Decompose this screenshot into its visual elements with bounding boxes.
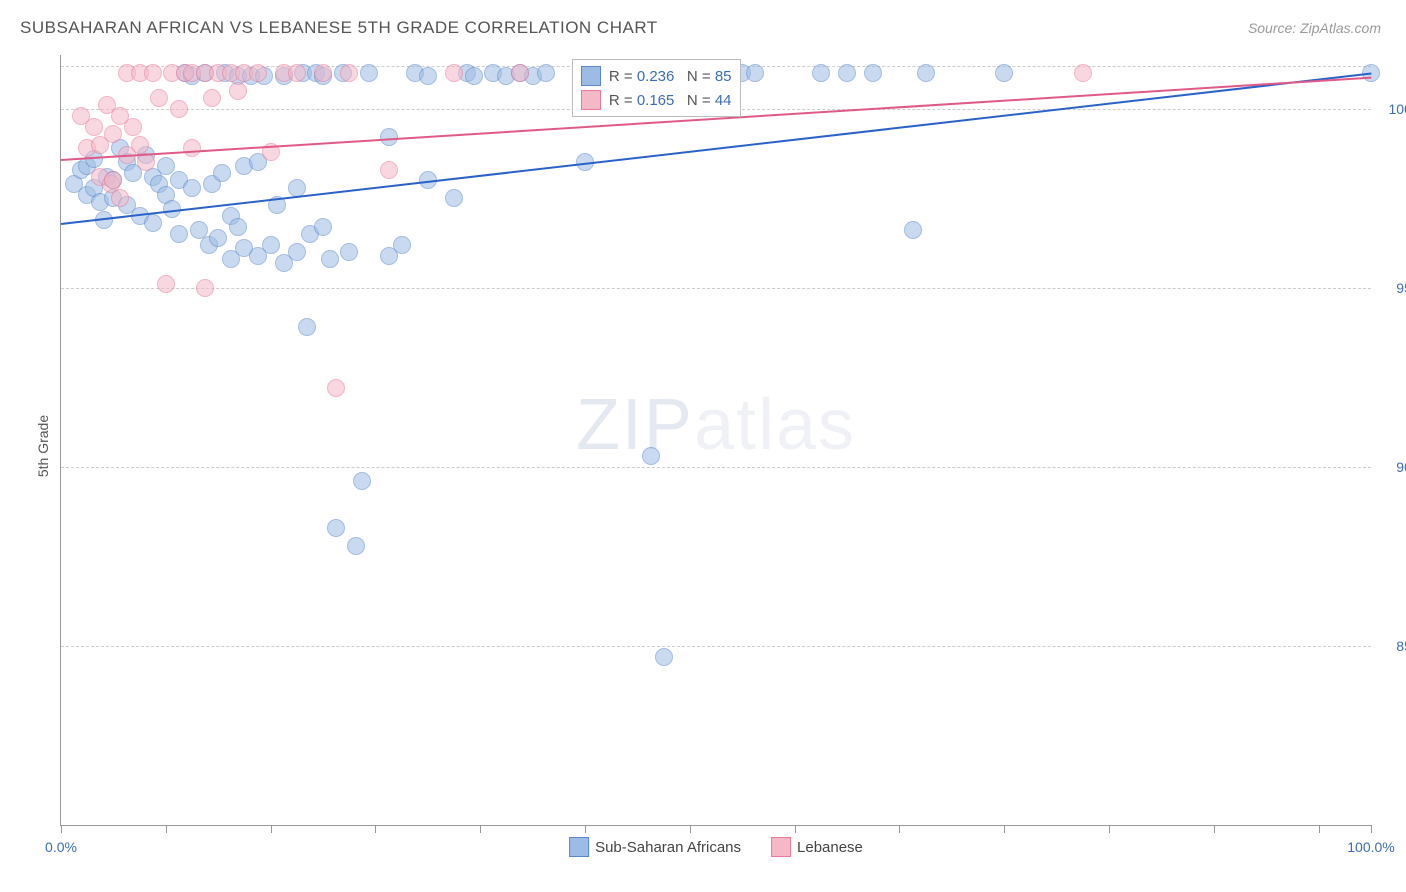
scatter-point — [746, 64, 764, 82]
scatter-point — [229, 218, 247, 236]
scatter-point — [655, 648, 673, 666]
x-tick — [690, 825, 691, 833]
scatter-point — [137, 153, 155, 171]
x-tick-label: 100.0% — [1347, 839, 1394, 855]
scatter-point — [288, 64, 306, 82]
scatter-point — [340, 243, 358, 261]
scatter-point — [170, 100, 188, 118]
scatter-point — [85, 118, 103, 136]
x-tick — [271, 825, 272, 833]
scatter-point — [327, 379, 345, 397]
scatter-point — [321, 250, 339, 268]
scatter-point — [314, 64, 332, 82]
scatter-point — [465, 67, 483, 85]
scatter-point — [104, 125, 122, 143]
scatter-point — [249, 64, 267, 82]
x-tick — [1319, 825, 1320, 833]
scatter-point — [327, 519, 345, 537]
scatter-point — [288, 243, 306, 261]
legend-item: Sub-Saharan Africans — [569, 837, 741, 857]
scatter-point — [150, 89, 168, 107]
scatter-point — [229, 82, 247, 100]
gridline — [61, 467, 1371, 468]
legend-swatch — [581, 90, 601, 110]
scatter-point — [104, 171, 122, 189]
y-tick-label: 85.0% — [1381, 638, 1406, 654]
scatter-point — [864, 64, 882, 82]
scatter-point — [347, 537, 365, 555]
gridline — [61, 646, 1371, 647]
scatter-point — [209, 229, 227, 247]
scatter-point — [445, 189, 463, 207]
scatter-point — [111, 189, 129, 207]
x-tick — [61, 825, 62, 833]
scatter-point — [838, 64, 856, 82]
legend-item: Lebanese — [771, 837, 863, 857]
legend-label: Lebanese — [797, 839, 863, 856]
legend-label: Sub-Saharan Africans — [595, 839, 741, 856]
chart-container: SUBSAHARAN AFRICAN VS LEBANESE 5TH GRADE… — [0, 0, 1406, 892]
scatter-point — [213, 164, 231, 182]
scatter-point — [393, 236, 411, 254]
scatter-point — [183, 139, 201, 157]
stats-text: R = 0.236 N = 85 — [609, 68, 732, 85]
scatter-point — [812, 64, 830, 82]
x-tick — [795, 825, 796, 833]
scatter-point — [360, 64, 378, 82]
x-tick — [1371, 825, 1372, 833]
y-tick-label: 90.0% — [1381, 459, 1406, 475]
scatter-point — [904, 221, 922, 239]
scatter-point — [196, 279, 214, 297]
scatter-point — [288, 179, 306, 197]
scatter-point — [1074, 64, 1092, 82]
scatter-point — [995, 64, 1013, 82]
scatter-point — [511, 64, 529, 82]
scatter-point — [445, 64, 463, 82]
x-tick — [375, 825, 376, 833]
x-tick — [166, 825, 167, 833]
chart-title: SUBSAHARAN AFRICAN VS LEBANESE 5TH GRADE… — [20, 18, 658, 38]
scatter-point — [262, 236, 280, 254]
watermark: ZIPatlas — [576, 384, 856, 466]
scatter-point — [298, 318, 316, 336]
scatter-point — [144, 64, 162, 82]
scatter-point — [157, 275, 175, 293]
scatter-point — [537, 64, 555, 82]
source-label: Source: ZipAtlas.com — [1248, 20, 1381, 36]
x-tick — [1004, 825, 1005, 833]
scatter-point — [170, 225, 188, 243]
scatter-point — [419, 67, 437, 85]
x-tick — [1214, 825, 1215, 833]
x-tick — [899, 825, 900, 833]
scatter-point — [144, 214, 162, 232]
scatter-point — [183, 179, 201, 197]
scatter-point — [380, 161, 398, 179]
scatter-point — [314, 218, 332, 236]
x-tick — [480, 825, 481, 833]
y-tick-label: 95.0% — [1381, 280, 1406, 296]
scatter-point — [340, 64, 358, 82]
legend-swatch — [569, 837, 589, 857]
x-tick — [1109, 825, 1110, 833]
x-tick — [585, 825, 586, 833]
y-tick-label: 100.0% — [1381, 101, 1406, 117]
legend-swatch — [581, 66, 601, 86]
scatter-point — [642, 447, 660, 465]
scatter-point — [157, 157, 175, 175]
scatter-point — [131, 136, 149, 154]
plot-area: ZIPatlas 100.0%95.0%90.0%85.0%0.0%100.0%… — [60, 55, 1371, 826]
x-tick-label: 0.0% — [45, 839, 77, 855]
scatter-point — [203, 89, 221, 107]
gridline — [61, 288, 1371, 289]
stats-row: R = 0.165 N = 44 — [581, 88, 732, 112]
bottom-legend: Sub-Saharan Africans Lebanese — [569, 837, 863, 857]
stats-text: R = 0.165 N = 44 — [609, 92, 732, 109]
stats-row: R = 0.236 N = 85 — [581, 64, 732, 88]
scatter-point — [353, 472, 371, 490]
scatter-point — [124, 118, 142, 136]
stats-legend: R = 0.236 N = 85 R = 0.165 N = 44 — [572, 59, 741, 117]
legend-swatch — [771, 837, 791, 857]
y-axis-label: 5th Grade — [35, 415, 51, 477]
scatter-point — [917, 64, 935, 82]
